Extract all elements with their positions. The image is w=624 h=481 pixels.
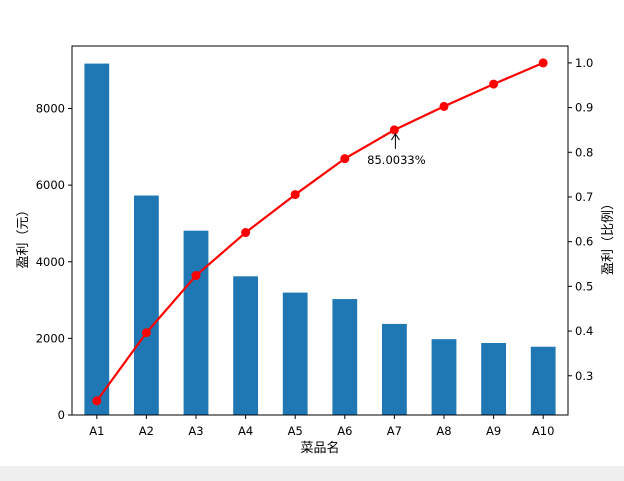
y-right-tick-label-0.3: 0.3 [575, 369, 593, 383]
annotation-label: 85.0033% [367, 153, 426, 167]
y-right-tick-label-0.7: 0.7 [575, 190, 593, 204]
line-point-A6 [340, 154, 350, 164]
x-tick-label-A6: A6 [337, 424, 352, 438]
y-left-tick-label-0: 0 [58, 408, 65, 422]
line-point-A10 [538, 58, 548, 68]
y-axis-right-label: 盈利（比例） [601, 197, 616, 275]
y-right-tick-label-0.9: 0.9 [575, 101, 593, 115]
pareto-chart: A1 A2 A3 A4 A5 A6 A7 A8 A9 A10 02000400060008000 … [16, 45, 616, 456]
axes-border [71, 45, 569, 416]
bar-A6 [332, 299, 358, 415]
axes-frame [71, 45, 569, 416]
y-left-tick-label-6000: 6000 [36, 178, 65, 192]
bar-A5 [282, 292, 308, 415]
bar-A3 [183, 230, 209, 415]
y-left-tick-label-4000: 4000 [36, 255, 65, 269]
bar-A7 [382, 323, 407, 415]
line-point-A9 [489, 79, 499, 89]
x-tick-label-A7: A7 [387, 424, 402, 438]
y-right-tick-label-0.4: 0.4 [575, 324, 593, 338]
window-footer-strip [0, 466, 624, 481]
y-right-tick-label-0.5: 0.5 [575, 279, 593, 293]
cumulative-line-layer [92, 58, 548, 406]
x-axis: A1 A2 A3 A4 A5 A6 A7 A8 A9 A10 [89, 415, 554, 438]
y-axis-right: 0.3 0.4 0.5 0.6 0.7 0.8 0.9 1.0 [568, 56, 593, 383]
y-right-tick-label-0.8: 0.8 [575, 145, 593, 159]
bar-A8 [431, 339, 457, 415]
cumulative-line [95, 61, 544, 402]
x-tick-label-A10: A10 [532, 424, 555, 438]
y-axis-left: 0 2000 4000 6000 8000 [36, 102, 72, 422]
annotation-arrow-head [390, 133, 400, 141]
x-tick-label-A1: A1 [89, 424, 104, 438]
bar-A1 [84, 63, 110, 415]
line-point-A3 [191, 271, 201, 281]
line-point-A5 [290, 190, 300, 200]
line-point-A8 [439, 101, 449, 111]
line-point-A2 [141, 328, 151, 338]
line-point-A7 [389, 125, 399, 135]
bar-A2 [134, 195, 159, 415]
bar-A10 [530, 346, 556, 415]
bar-A9 [481, 343, 506, 415]
y-right-tick-label-1: 1.0 [575, 56, 593, 70]
y-left-tick-label-8000: 8000 [36, 102, 65, 116]
x-tick-label-A4: A4 [238, 424, 253, 438]
x-tick-label-A3: A3 [188, 424, 203, 438]
bars-layer [84, 63, 556, 415]
line-point-A1 [92, 396, 102, 406]
x-tick-label-A5: A5 [288, 424, 303, 438]
annotation-layer: 85.0033% [367, 133, 426, 167]
x-tick-label-A8: A8 [436, 424, 451, 438]
x-axis-label: 菜品名 [300, 440, 339, 456]
y-right-tick-label-0.6: 0.6 [575, 235, 593, 249]
y-axis-left-label: 盈利（元） [16, 203, 31, 268]
x-tick-label-A9: A9 [486, 424, 501, 438]
bar-A4 [233, 276, 258, 415]
x-tick-label-A2: A2 [139, 424, 154, 438]
y-left-tick-label-2000: 2000 [36, 331, 65, 345]
line-point-A4 [241, 228, 251, 238]
